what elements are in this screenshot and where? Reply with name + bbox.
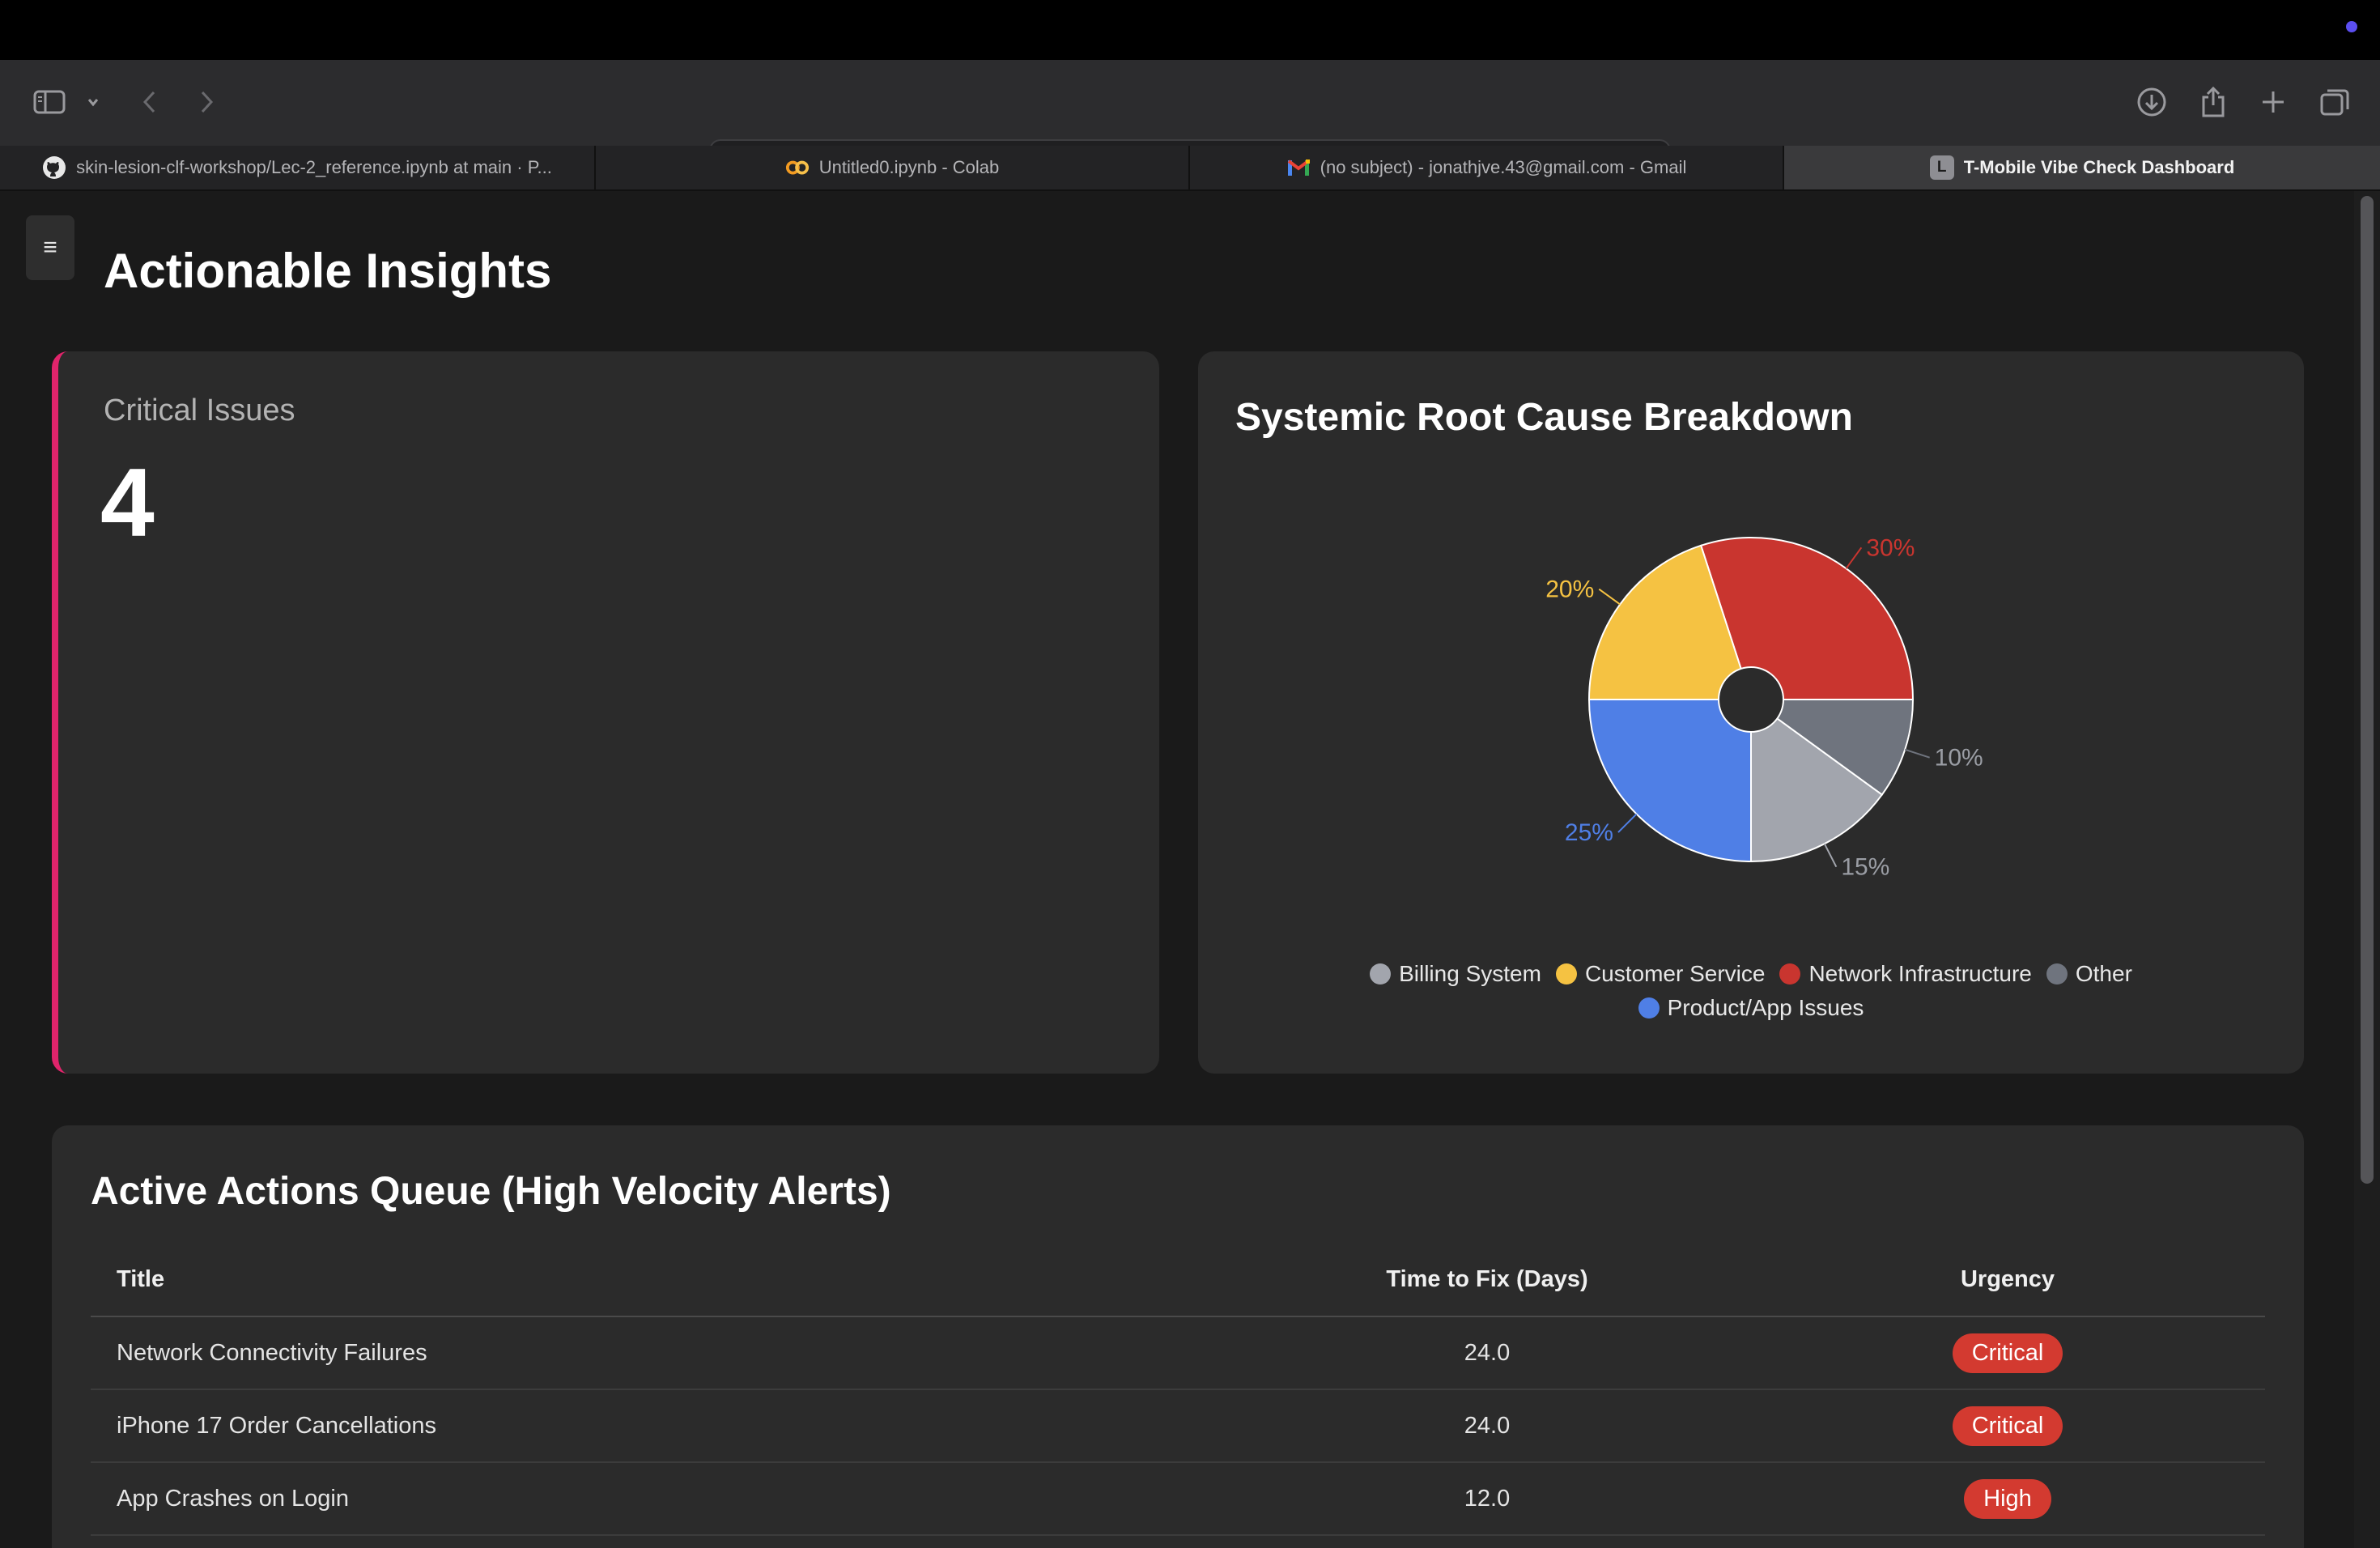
legend-swatch — [1779, 963, 1801, 985]
page-scrollbar[interactable] — [2354, 191, 2380, 1548]
row-title: Network Connectivity Failures — [91, 1316, 1224, 1390]
row-title: iPhone 17 Order Cancellations — [91, 1389, 1224, 1463]
system-menubar — [0, 0, 2380, 60]
slice-leader-line — [1904, 748, 1930, 759]
slice-percent-label: 10% — [1935, 745, 1983, 772]
legend-swatch — [1370, 963, 1392, 985]
tab-github[interactable]: skin-lesion-clf-workshop/Lec-2_reference… — [0, 146, 596, 189]
actions-table: Title Time to Fix (Days) Urgency Network… — [91, 1244, 2265, 1536]
tab-label: Untitled0.ipynb - Colab — [818, 157, 1000, 177]
table-row[interactable]: App Crashes on Login 12.0 High — [91, 1462, 2265, 1536]
legend-swatch — [1638, 997, 1660, 1019]
tab-dashboard[interactable]: L T-Mobile Vibe Check Dashboard — [1784, 146, 2380, 189]
pie-slice-billing-system[interactable] — [1750, 698, 1884, 863]
table-header-row: Title Time to Fix (Days) Urgency — [91, 1244, 2265, 1317]
chevron-down-icon[interactable] — [84, 81, 102, 123]
critical-issues-count: 4 — [100, 449, 155, 557]
legend-label: Customer Service — [1584, 961, 1766, 986]
tab-colab[interactable]: Untitled0.ipynb - Colab — [596, 146, 1190, 189]
table-row[interactable]: iPhone 17 Order Cancellations 24.0 Criti… — [91, 1389, 2265, 1463]
row-urgency-cell: Critical — [1750, 1389, 2265, 1463]
legend-label: Product/App Issues — [1667, 995, 1864, 1020]
row-time-to-fix: 24.0 — [1224, 1316, 1750, 1390]
github-icon — [42, 155, 66, 180]
donut-hole — [1718, 666, 1784, 733]
legend-item-network-infrastructure[interactable]: Network Infrastructure — [1779, 957, 2032, 991]
tab-gmail[interactable]: (no subject) - jonathjve.43@gmail.com - … — [1190, 146, 1784, 189]
slice-percent-label: 30% — [1866, 534, 1915, 561]
column-header-title[interactable]: Title — [91, 1244, 1224, 1317]
browser-toolbar: localhost — [0, 60, 2380, 185]
status-dot-icon — [2346, 21, 2357, 32]
legend-row: Product/App Issues — [1198, 991, 2304, 1025]
pie-slice-other[interactable] — [1748, 699, 1915, 796]
legend-item-other[interactable]: Other — [2046, 957, 2132, 991]
legend-label: Billing System — [1399, 961, 1541, 986]
download-icon[interactable] — [2136, 81, 2168, 123]
slice-leader-line — [1823, 843, 1838, 868]
tab-bar: skin-lesion-clf-workshop/Lec-2_reference… — [0, 146, 2380, 191]
scrollbar-thumb[interactable] — [2361, 196, 2374, 1184]
page-content: ≡ Actionable Insights Critical Issues 4 … — [0, 191, 2380, 1548]
pie-slice-product-app-issues[interactable] — [1587, 699, 1752, 863]
pie-slice-network-infrastructure[interactable] — [1699, 537, 1915, 700]
root-cause-chart-card: Systemic Root Cause Breakdown 30% 10% 15% 2… — [1198, 351, 2304, 1074]
urgency-badge: Critical — [1952, 1406, 2063, 1446]
sidebar-toggle-icon[interactable] — [32, 81, 66, 123]
legend-item-customer-service[interactable]: Customer Service — [1555, 957, 1766, 991]
legend-swatch — [2046, 963, 2068, 985]
row-urgency-cell: Critical — [1750, 1316, 2265, 1390]
column-header-time-to-fix[interactable]: Time to Fix (Days) — [1224, 1244, 1750, 1317]
pie-chart: 30% 10% 15% 25% 20% — [1545, 534, 1983, 881]
slice-percent-label: 25% — [1565, 819, 1613, 846]
slice-leader-line — [1598, 588, 1621, 606]
letter-l-icon: L — [1929, 155, 1954, 180]
pie-slice-customer-service[interactable] — [1587, 544, 1753, 700]
back-arrow-icon[interactable] — [138, 81, 162, 123]
legend-swatch — [1555, 963, 1577, 985]
legend-item-billing-system[interactable]: Billing System — [1370, 957, 1541, 991]
row-title: App Crashes on Login — [91, 1462, 1224, 1536]
gmail-icon — [1286, 155, 1311, 180]
slice-percent-label: 20% — [1545, 576, 1594, 603]
row-time-to-fix: 24.0 — [1224, 1389, 1750, 1463]
critical-issues-label: Critical Issues — [104, 393, 295, 427]
share-icon[interactable] — [2199, 81, 2228, 123]
urgency-badge: High — [1964, 1478, 2051, 1519]
queue-title: Active Actions Queue (High Velocity Aler… — [91, 1170, 891, 1213]
forward-arrow-icon[interactable] — [194, 81, 219, 123]
page-title: Actionable Insights — [104, 244, 552, 298]
new-tab-icon[interactable] — [2259, 81, 2288, 123]
legend-label: Other — [2075, 961, 2132, 986]
column-header-urgency[interactable]: Urgency — [1750, 1244, 2265, 1317]
slice-leader-line — [1617, 813, 1638, 833]
chart-legend: Billing System Customer Service Network … — [1198, 957, 2304, 1025]
tab-label: skin-lesion-clf-workshop/Lec-2_reference… — [76, 157, 552, 177]
slice-percent-label: 15% — [1841, 854, 1889, 881]
legend-item-product-app-issues[interactable]: Product/App Issues — [1638, 991, 1864, 1025]
legend-label: Network Infrastructure — [1808, 961, 2032, 986]
chart-title: Systemic Root Cause Breakdown — [1235, 396, 1853, 439]
critical-issues-card: Critical Issues 4 — [52, 351, 1159, 1074]
urgency-badge: Critical — [1952, 1333, 2063, 1373]
legend-row: Billing System Customer Service Network … — [1198, 957, 2304, 991]
tab-overview-icon[interactable] — [2318, 81, 2351, 123]
tab-label: T-Mobile Vibe Check Dashboard — [1963, 157, 2235, 177]
tab-label: (no subject) - jonathjve.43@gmail.com - … — [1320, 157, 1687, 177]
row-time-to-fix: 12.0 — [1224, 1462, 1750, 1536]
actions-queue-card: Active Actions Queue (High Velocity Aler… — [52, 1125, 2304, 1548]
colab-icon — [785, 155, 810, 180]
hamburger-menu-button[interactable]: ≡ — [26, 215, 74, 280]
table-row[interactable]: Network Connectivity Failures 24.0 Criti… — [91, 1316, 2265, 1390]
slice-leader-line — [1845, 546, 1863, 569]
row-urgency-cell: High — [1750, 1462, 2265, 1536]
